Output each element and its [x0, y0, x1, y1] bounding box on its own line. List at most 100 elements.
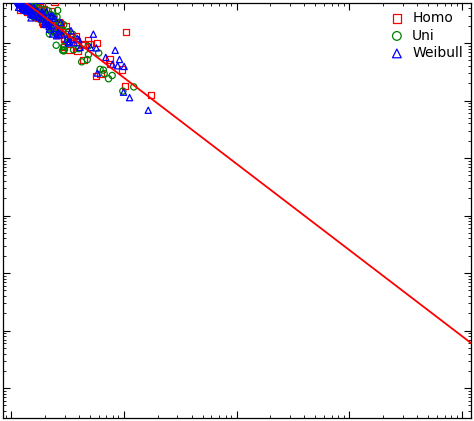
Homo [29, 3, 36, 10]
Weibull [41, 18, 49, 25]
Uni [40, 9, 47, 16]
Homo [31, 10, 39, 16]
Homo [72, 32, 80, 39]
Uni [18, 0, 26, 2]
Homo [81, 41, 88, 48]
Homo [38, 18, 46, 25]
Weibull [14, 0, 21, 2]
Uni [41, 13, 49, 20]
Homo [51, 21, 58, 28]
Uni [46, 21, 54, 28]
Weibull [12, 0, 20, 3]
Homo [66, 47, 73, 53]
Homo [48, 18, 56, 24]
Uni [84, 43, 92, 50]
Homo [38, 14, 46, 21]
Uni [25, 0, 32, 7]
Weibull [48, 22, 55, 29]
Weibull [38, 8, 46, 15]
Uni [75, 45, 82, 52]
Uni [28, 7, 36, 13]
Weibull [23, 5, 30, 12]
Weibull [16, 1, 24, 8]
Uni [25, 0, 32, 5]
Homo [26, 3, 34, 10]
Weibull [120, 63, 128, 70]
Homo [44, 13, 51, 20]
Weibull [17, 0, 24, 3]
Weibull [145, 107, 152, 114]
Homo [49, 16, 56, 23]
Uni [27, 2, 34, 8]
Uni [25, 1, 33, 8]
Uni [36, 16, 44, 23]
Homo [16, 0, 23, 5]
Uni [33, 13, 41, 20]
Weibull [109, 61, 116, 68]
Homo [25, 2, 32, 8]
Homo [18, 0, 26, 7]
Uni [50, 13, 58, 20]
Weibull [41, 21, 49, 28]
Weibull [36, 0, 44, 4]
Weibull [17, 0, 24, 6]
Uni [38, 12, 46, 19]
Homo [32, 5, 39, 12]
Weibull [13, 0, 20, 3]
Weibull [71, 39, 78, 46]
Uni [33, 8, 40, 15]
Weibull [93, 70, 101, 77]
Homo [20, 0, 27, 3]
Weibull [27, 14, 35, 21]
Uni [40, 6, 48, 13]
Uni [31, 1, 38, 8]
Weibull [16, 0, 24, 7]
Uni [119, 88, 127, 94]
Uni [29, 13, 37, 20]
Weibull [92, 45, 100, 51]
Weibull [17, 0, 24, 2]
Homo [17, 7, 24, 13]
Weibull [18, 2, 26, 8]
Uni [20, 0, 27, 2]
Weibull [13, 0, 21, 3]
Homo [51, 0, 58, 5]
Weibull [21, 0, 29, 6]
Homo [21, 0, 29, 6]
Uni [64, 39, 72, 46]
Weibull [43, 21, 50, 28]
Weibull [14, 0, 21, 1]
Homo [56, 19, 64, 26]
Homo [33, 14, 40, 21]
Uni [46, 31, 53, 37]
Homo [52, 29, 60, 35]
Weibull [15, 0, 22, 3]
Homo [16, 1, 24, 8]
Weibull [36, 13, 43, 20]
Homo [48, 8, 56, 14]
Homo [40, 5, 47, 12]
Weibull [120, 89, 128, 96]
Homo [22, 1, 29, 8]
Homo [39, 20, 47, 27]
Weibull [45, 21, 52, 28]
Uni [60, 48, 68, 54]
Homo [36, 3, 44, 10]
Weibull [17, 0, 25, 2]
Uni [28, 0, 36, 5]
Homo [46, 11, 54, 18]
Weibull [38, 15, 46, 22]
Weibull [21, 7, 29, 13]
Homo [20, 1, 28, 8]
Uni [105, 75, 112, 82]
Uni [24, 0, 32, 7]
Homo [61, 35, 68, 41]
Uni [64, 28, 72, 35]
Uni [41, 9, 49, 16]
Uni [27, 2, 35, 9]
Weibull [14, 0, 21, 2]
Uni [60, 46, 67, 53]
Homo [80, 56, 87, 63]
Uni [85, 51, 92, 58]
Homo [14, 0, 21, 2]
